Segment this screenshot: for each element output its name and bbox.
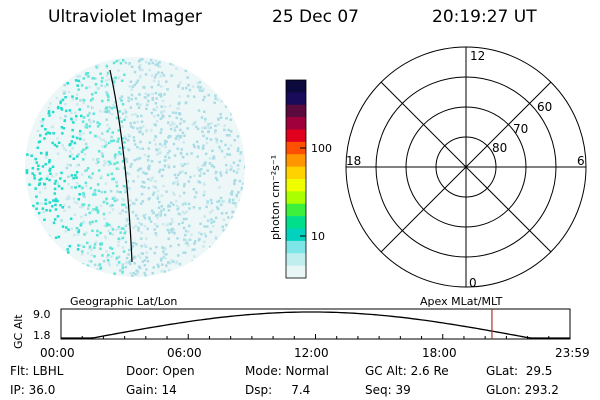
colorbar-label-10: 10	[311, 230, 325, 243]
colorbar-block	[286, 166, 306, 180]
clock-label-6: 6	[577, 154, 585, 168]
lat-label-70: 70	[513, 122, 528, 136]
timeline-right-title: Apex MLat/MLT	[420, 295, 503, 308]
mode-status: Mode: Normal	[245, 364, 329, 378]
instrument-title: Ultraviolet Imager	[48, 7, 202, 27]
door-status: Door: Open	[126, 364, 195, 378]
colorbar-block	[286, 265, 306, 279]
colorbar-block	[286, 179, 306, 192]
uv-image-disk	[25, 57, 245, 277]
timeline-left-title: Geographic Lat/Lon	[70, 295, 177, 308]
time-label: 20:19:27 UT	[432, 7, 537, 27]
x-tick-label-1800: 18:00	[422, 346, 457, 360]
polar-diagonal-2	[380, 81, 552, 253]
colorbar-frame	[285, 79, 307, 279]
glat-status: GLat: 29.5	[486, 364, 553, 378]
timeline-y-tick-high: 9.0	[33, 308, 51, 321]
colorbar-block	[286, 191, 306, 205]
clock-label-12: 12	[470, 49, 485, 63]
x-tick-label-1200: 12:00	[294, 346, 329, 360]
lat-label-80: 80	[492, 141, 507, 155]
colorbar-block	[286, 129, 306, 143]
timeline-y-tick-low: 1.8	[33, 329, 51, 342]
colorbar: 100 10 photon cm⁻²s⁻¹	[269, 79, 332, 279]
ip-status: IP: 36.0	[10, 383, 56, 397]
clock-label-0: 0	[469, 276, 477, 290]
filter-status: Flt: LBHL	[10, 364, 64, 378]
colorbar-block	[286, 141, 306, 155]
colorbar-block	[286, 253, 306, 267]
gc-alt-status: GC Alt: 2.6 Re	[365, 364, 449, 378]
colorbar-label-100: 100	[311, 142, 332, 155]
colorbar-block	[286, 228, 306, 242]
altitude-curve	[61, 311, 570, 339]
dsp-status: Dsp: 7.4	[245, 383, 311, 397]
colorbar-block	[286, 216, 306, 229]
orbit-timeline	[60, 308, 571, 340]
colorbar-block	[286, 240, 306, 254]
colorbar-block	[286, 80, 306, 93]
colorbar-block	[286, 104, 306, 118]
polar-plot	[345, 46, 587, 288]
x-tick-label-0600: 06:00	[167, 346, 202, 360]
terminator-line	[109, 69, 133, 263]
timeline-y-axis-label: GC Alt	[12, 314, 25, 349]
lat-label-60: 60	[537, 100, 552, 114]
gain-status: Gain: 14	[126, 383, 177, 397]
colorbar-unit-label: photon cm⁻²s⁻¹	[269, 155, 282, 240]
glon-status: GLon: 293.2	[486, 383, 559, 397]
seq-status: Seq: 39	[365, 383, 411, 397]
colorbar-block	[286, 92, 306, 106]
colorbar-block	[286, 117, 306, 130]
date-label: 25 Dec 07	[272, 7, 359, 27]
colorbar-block	[286, 203, 306, 217]
colorbar-block	[286, 154, 306, 168]
x-tick-label-0000: 00:00	[40, 346, 75, 360]
x-tick-label-2359: 23:59	[555, 346, 590, 360]
clock-label-18: 18	[346, 154, 361, 168]
